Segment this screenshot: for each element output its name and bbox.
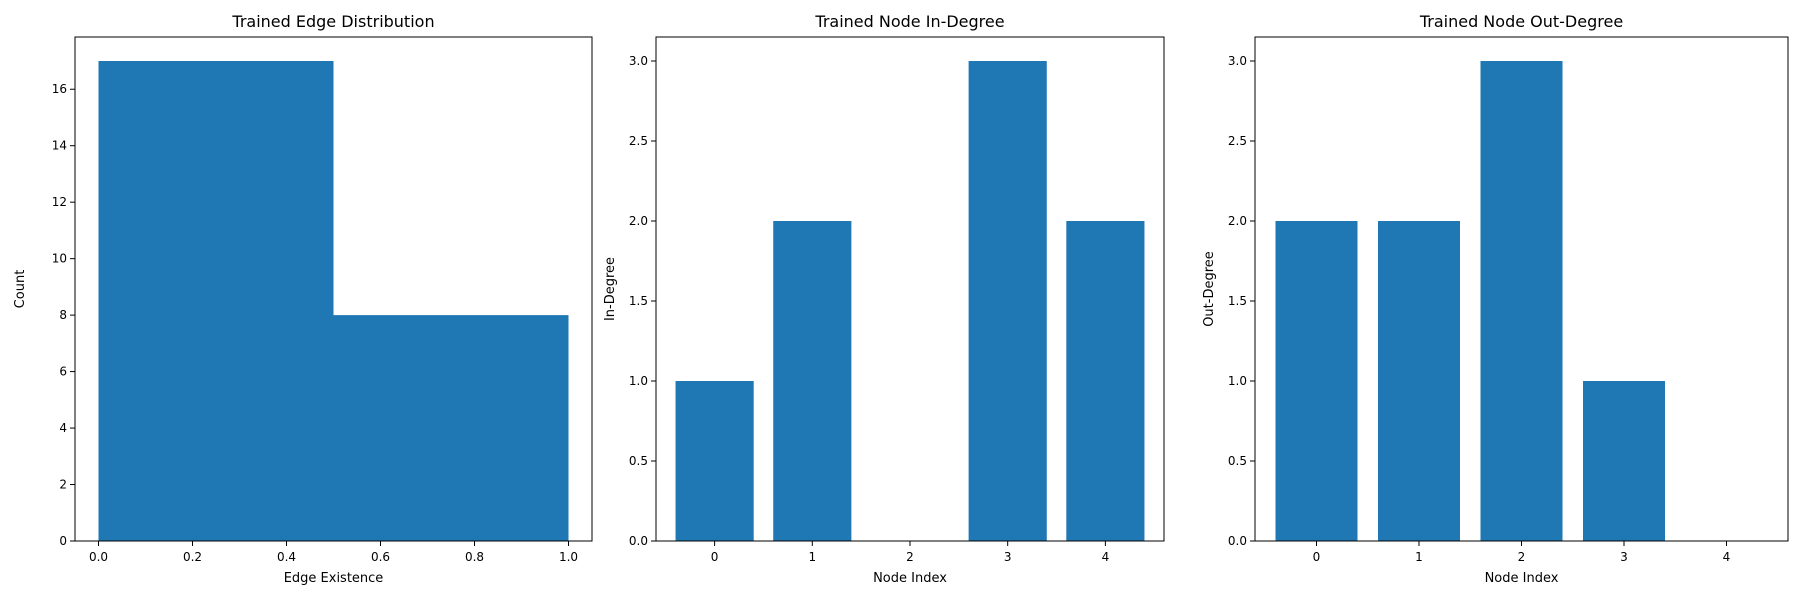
bar (675, 381, 754, 541)
chart-panel-0: 0.0 0.2 0.4 0.6 0.8 1.0 0 2 4 6 8 10 12 14 16 Trained E… (13, 12, 593, 586)
bar (968, 61, 1047, 541)
y-tick-label: 12 (52, 195, 67, 209)
y-tick-label: 2.5 (629, 134, 648, 148)
bar (1583, 381, 1665, 541)
x-tick-label: 2 (1518, 550, 1526, 564)
x-tick-label: 3 (1620, 550, 1628, 564)
y-tick-label: 2 (59, 478, 67, 492)
x-axis-label: Node Index (873, 571, 947, 586)
bar (1378, 221, 1460, 541)
x-tick-label: 1 (808, 550, 816, 564)
x-tick-label: 4 (1102, 550, 1110, 564)
x-tick-label: 1 (1415, 550, 1423, 564)
y-tick-label: 10 (52, 252, 67, 266)
y-tick-label: 16 (52, 82, 67, 96)
chart-title: Trained Node Out-Degree (1419, 12, 1623, 31)
x-tick-label: 0 (1313, 550, 1321, 564)
y-tick-label: 1.5 (1228, 294, 1247, 308)
x-tick-label: 0.6 (371, 550, 390, 564)
y-tick-label: 0.0 (629, 534, 648, 548)
y-tick-label: 3.0 (629, 54, 648, 68)
y-tick-label: 3.0 (1228, 54, 1247, 68)
y-tick-label: 6 (59, 365, 67, 379)
x-tick-label: 0.8 (465, 550, 484, 564)
y-tick-label: 2.5 (1228, 134, 1247, 148)
x-tick-label: 2 (906, 550, 914, 564)
x-tick-label: 0.2 (183, 550, 202, 564)
x-tick-label: 3 (1004, 550, 1012, 564)
histogram-bar (333, 315, 569, 541)
bar (1275, 221, 1358, 541)
y-tick-label: 2.0 (1228, 214, 1247, 228)
axes-frame (74, 36, 593, 542)
chart-panel-2: 0 1 2 3 4 0.0 0.5 1.0 1.5 2.0 2.5 3.0 Trained Node O… (1202, 12, 1789, 586)
y-axis-label: In-Degree (603, 257, 618, 321)
x-tick-label: 0.4 (277, 550, 296, 564)
x-axis-label: Node Index (1485, 571, 1559, 586)
y-tick-label: 0.5 (1228, 454, 1247, 468)
y-axis-label: Count (13, 270, 28, 309)
chart-title: Trained Node In-Degree (814, 12, 1004, 31)
x-tick-label: 4 (1723, 550, 1731, 564)
bar (1066, 221, 1145, 541)
y-tick-label: 0.5 (629, 454, 648, 468)
x-tick-label: 0.0 (89, 550, 108, 564)
y-tick-label: 1.5 (629, 294, 648, 308)
x-axis-label: Edge Existence (284, 571, 384, 586)
bar (773, 221, 852, 541)
y-tick-label: 0 (59, 534, 67, 548)
bar (1480, 61, 1563, 541)
y-axis-label: Out-Degree (1202, 251, 1217, 327)
x-tick-label: 1.0 (559, 550, 578, 564)
histogram-bar (98, 61, 334, 541)
y-tick-label: 1.0 (629, 374, 648, 388)
y-tick-label: 0.0 (1228, 534, 1247, 548)
chart-title: Trained Edge Distribution (231, 12, 434, 31)
y-tick-label: 8 (59, 308, 67, 322)
x-tick-label: 0 (711, 550, 719, 564)
y-tick-label: 4 (59, 421, 67, 435)
y-tick-label: 14 (52, 139, 67, 153)
y-tick-label: 2.0 (629, 214, 648, 228)
y-tick-label: 1.0 (1228, 374, 1247, 388)
chart-panel-1: 0 1 2 3 4 0.0 0.5 1.0 1.5 2.0 2.5 3.0 Trained Node I… (603, 12, 1165, 586)
